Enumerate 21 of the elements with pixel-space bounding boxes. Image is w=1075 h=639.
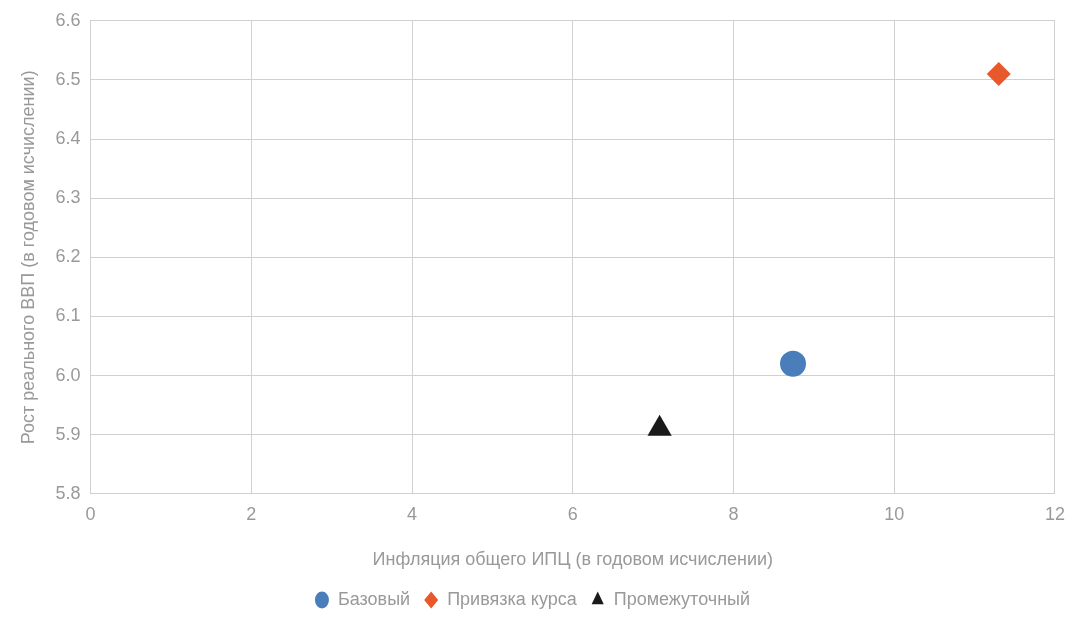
- y-tick-label: 6.5: [55, 68, 81, 89]
- y-tick-label: 5.8: [55, 482, 81, 503]
- x-tick-label: 6: [567, 503, 578, 524]
- y-tick-label: 5.9: [55, 423, 81, 444]
- y-tick-label: 6.0: [55, 364, 81, 385]
- x-tick-label: 8: [728, 503, 739, 524]
- y-tick-label: 6.1: [55, 305, 81, 326]
- x-tick-label: 4: [407, 503, 418, 524]
- y-axis-title: Рост реального ВВП (в годовом исчислении): [17, 70, 38, 445]
- x-tick-label: 10: [884, 503, 905, 524]
- y-tick-label: 6.6: [55, 9, 81, 30]
- legend-label: Привязка курса: [447, 588, 578, 609]
- x-tick-label: 12: [1044, 503, 1065, 524]
- legend-label: Базовый: [337, 588, 411, 609]
- y-tick-label: 6.2: [55, 246, 81, 267]
- x-tick-label: 2: [246, 503, 257, 524]
- y-tick-label: 6.3: [55, 187, 81, 208]
- x-tick-label: 0: [85, 503, 96, 524]
- y-tick-label: 6.4: [55, 128, 81, 149]
- legend-label: Промежуточный: [613, 588, 751, 609]
- x-axis-title: Инфляция общего ИПЦ (в годовом исчислении): [372, 549, 774, 570]
